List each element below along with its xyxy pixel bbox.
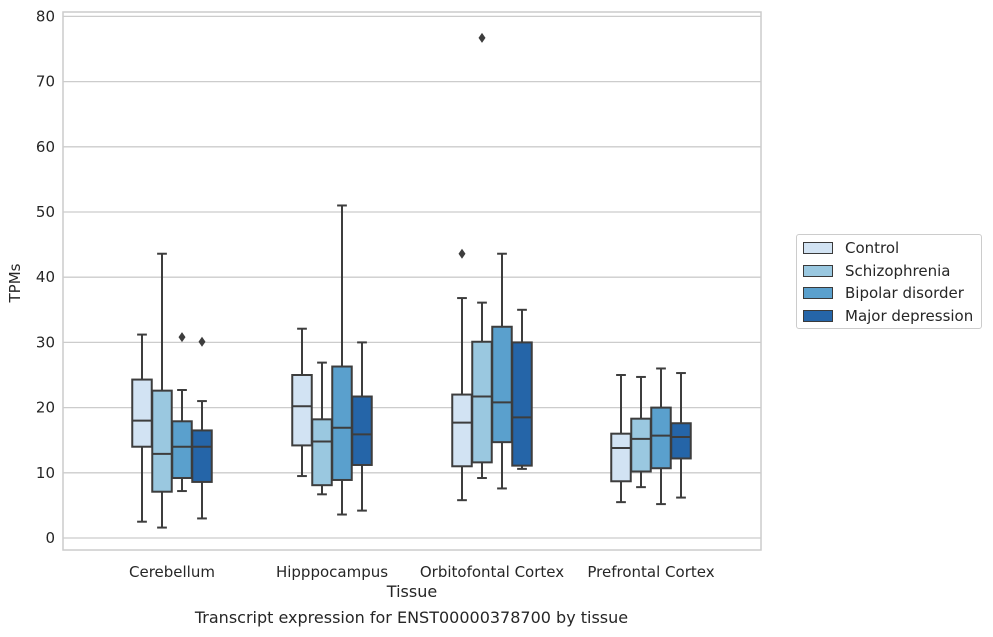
box-plot (151, 252, 173, 529)
y-tick-label: 10 (36, 464, 55, 482)
x-tick-label: Prefrontal Cortex (587, 563, 714, 581)
box-iqr (311, 418, 333, 487)
legend-item: Bipolar disorder (803, 283, 964, 303)
box-iqr (351, 395, 373, 466)
y-tick-label: 70 (36, 73, 55, 91)
box-iqr (451, 393, 473, 468)
box-plot (650, 367, 672, 506)
box-plot (670, 372, 692, 499)
box-plot (511, 308, 533, 470)
legend-label: Bipolar disorder (845, 284, 964, 302)
box-iqr (491, 325, 513, 444)
box-iqr (151, 389, 173, 493)
box-plot (171, 332, 193, 493)
outlier-point (198, 336, 206, 347)
y-tick-label: 40 (36, 268, 55, 286)
legend-swatch (803, 264, 833, 277)
x-tick-label: Hipppocampus (276, 563, 388, 581)
box-iqr (471, 340, 493, 464)
box-plot (630, 375, 652, 489)
outlier-point (178, 332, 186, 343)
legend-label: Schizophrenia (845, 261, 951, 280)
box-plot (471, 32, 493, 480)
legend-label: Control (845, 239, 900, 257)
box-plot (331, 204, 353, 516)
y-tick-label: 30 (36, 333, 55, 351)
box-iqr (630, 417, 652, 473)
x-axis-label: Tissue (386, 582, 437, 601)
box-plot (451, 248, 473, 502)
legend-swatch (803, 242, 833, 254)
legend-item: Control (803, 238, 899, 258)
y-tick-label: 20 (36, 399, 55, 417)
box-plot (291, 327, 313, 478)
axis-ticks: 0 10 20 30 40 50 60 70 80 Cerebellum Hipppocampus O… (36, 7, 715, 581)
box-iqr (171, 420, 193, 480)
box-iqr (650, 406, 672, 470)
y-tick-label: 50 (36, 203, 55, 221)
outlier-point (458, 248, 466, 259)
x-tick-label: Orbitofontal Cortex (420, 563, 564, 581)
plot-frame (62, 11, 762, 551)
x-tick-label: Cerebellum (129, 563, 215, 581)
box-plot (610, 374, 632, 504)
box-iqr (291, 374, 313, 447)
box-iqr (191, 429, 213, 483)
legend-swatch (803, 309, 833, 322)
legend-item: Schizophrenia (803, 261, 950, 281)
figure-caption: Transcript expression for ENST0000037870… (194, 608, 629, 627)
box-plot (351, 341, 373, 512)
box-plot (191, 336, 213, 520)
legend-item: Major depression (803, 306, 973, 326)
box-plot (311, 361, 333, 496)
box-plot (491, 252, 513, 490)
outlier-point (478, 32, 486, 43)
box-iqr (131, 378, 153, 448)
box-iqr (511, 341, 533, 467)
box-plots (131, 32, 692, 529)
box-iqr (610, 432, 632, 483)
y-tick-label: 0 (45, 529, 55, 547)
y-tick-label: 60 (36, 138, 55, 156)
legend-swatch (803, 287, 833, 299)
box-iqr (670, 422, 692, 460)
y-axis-label: TPMs (6, 263, 24, 303)
legend: Control Schizophrenia Bipolar disorder Majo… (796, 234, 982, 329)
y-tick-label: 80 (36, 7, 55, 25)
legend-label: Major depression (845, 306, 974, 325)
box-iqr (331, 365, 353, 481)
box-plot (131, 333, 153, 523)
